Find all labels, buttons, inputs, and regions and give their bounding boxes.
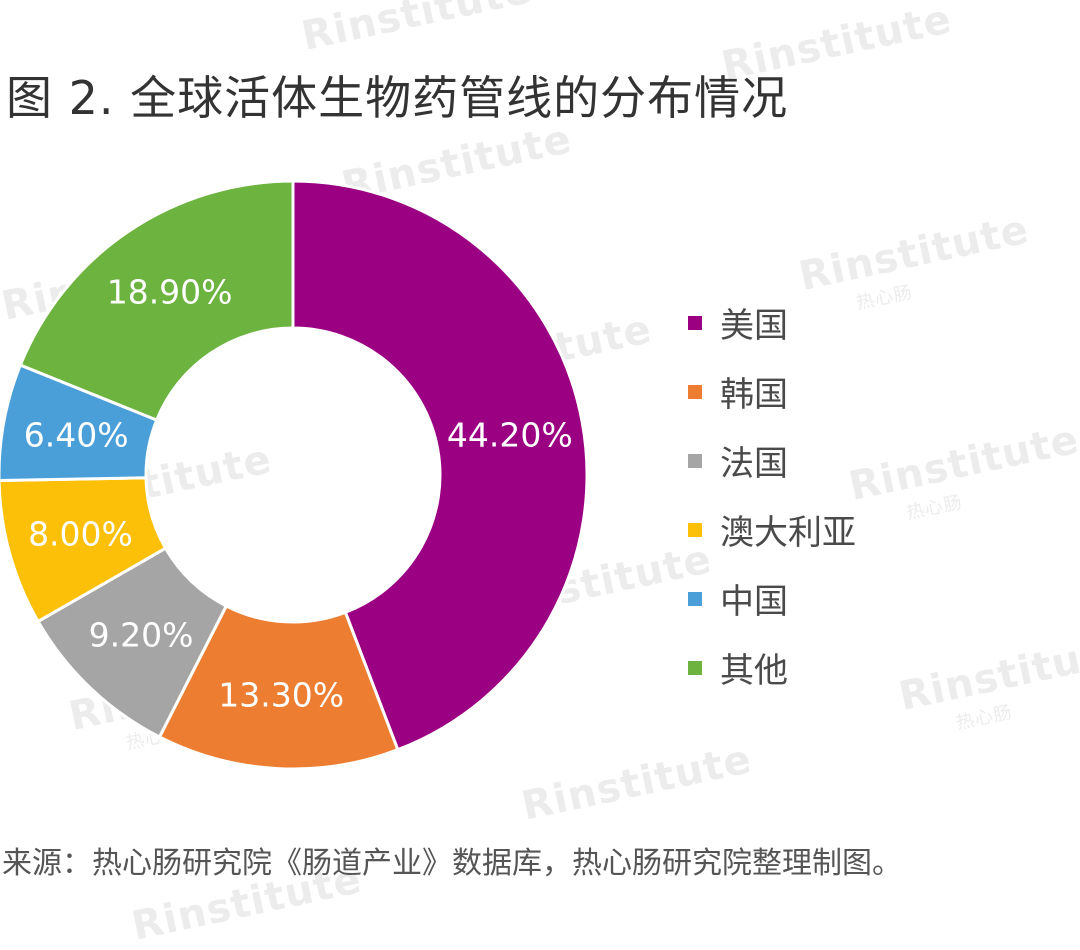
legend-item: 美国 bbox=[688, 288, 856, 357]
legend-swatch bbox=[688, 315, 702, 330]
legend-item: 其他 bbox=[688, 633, 856, 702]
legend-swatch bbox=[688, 384, 702, 399]
slice-label-1: 13.30% bbox=[218, 676, 344, 715]
chart-title: 图 2. 全球活体生物药管线的分布情况 bbox=[6, 71, 789, 125]
legend-item: 中国 bbox=[688, 564, 856, 633]
slice-label-2: 9.20% bbox=[89, 615, 194, 654]
slice-label-0: 44.20% bbox=[447, 416, 573, 455]
donut-slice-5 bbox=[18, 179, 295, 422]
chart-legend: 美国韩国法国澳大利亚中国其他 bbox=[688, 288, 856, 702]
legend-label: 韩国 bbox=[720, 375, 788, 415]
legend-label: 法国 bbox=[720, 444, 788, 484]
source-note: 来源：热心肠研究院《肠道产业》数据库，热心肠研究院整理制图。 bbox=[2, 846, 902, 881]
legend-swatch bbox=[688, 591, 702, 606]
donut-slice-0 bbox=[291, 179, 589, 752]
legend-label: 中国 bbox=[720, 582, 788, 622]
legend-item: 法国 bbox=[688, 426, 856, 495]
donut-slice-1 bbox=[157, 603, 400, 771]
legend-swatch bbox=[688, 522, 702, 537]
donut-slice-3 bbox=[0, 476, 168, 624]
legend-swatch bbox=[688, 453, 702, 468]
slice-label-5: 18.90% bbox=[107, 273, 233, 312]
slice-label-4: 6.40% bbox=[24, 416, 129, 455]
slice-label-3: 8.00% bbox=[28, 514, 133, 553]
legend-item: 韩国 bbox=[688, 357, 856, 426]
legend-label: 其他 bbox=[720, 651, 788, 691]
legend-item: 澳大利亚 bbox=[688, 495, 856, 564]
legend-label: 澳大利亚 bbox=[720, 513, 856, 553]
legend-label: 美国 bbox=[720, 306, 788, 346]
legend-swatch bbox=[688, 660, 702, 675]
